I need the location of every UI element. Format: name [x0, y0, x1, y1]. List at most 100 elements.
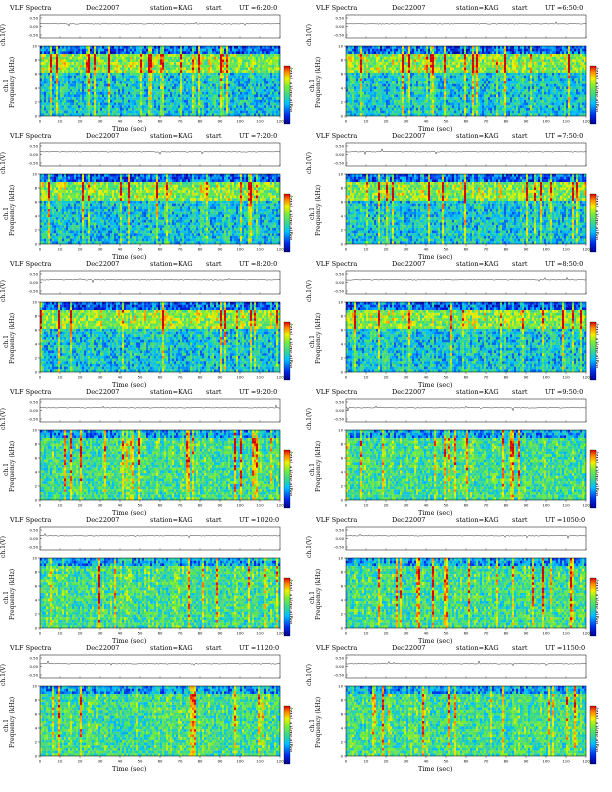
title-part: start	[206, 388, 222, 396]
title-part: UT =1020:0	[239, 516, 279, 524]
time-tick-label: 110	[256, 119, 264, 124]
time-tick-label: 30	[98, 631, 103, 636]
ch1-tick-label: 0.00	[336, 664, 345, 669]
time-tick-label: 10	[58, 375, 63, 380]
time-tick-label: 90	[218, 631, 223, 636]
time-tick-label: 110	[562, 119, 570, 124]
spectrogram-cells	[40, 302, 281, 373]
ch1-tick-label: 0.50	[336, 271, 345, 276]
frequency-tick-label: 6	[35, 583, 38, 588]
frequency-tick-label: 2	[35, 611, 38, 616]
time-tick-label: 0	[345, 759, 348, 764]
time-tick-label: 120	[276, 247, 284, 252]
ch1-tick-label: -0.50	[334, 160, 344, 165]
frequency-tick-label: 10	[32, 171, 37, 176]
frequency-tick-label: 4	[35, 469, 38, 474]
time-tick-label: 90	[218, 503, 223, 508]
panel-title: VLF Spectra Dec22007 station=KAG start UT =8…	[316, 260, 596, 269]
time-tick-label: 80	[504, 759, 509, 764]
frequency-tick-label: 2	[35, 355, 38, 360]
title-part: UT =8:20:0	[239, 260, 277, 268]
time-tick-label: 50	[444, 119, 449, 124]
title-part: VLF Spectra	[10, 644, 51, 652]
ch1-tick-label: 0.00	[336, 408, 345, 413]
frequency-tick-label: 6	[341, 199, 344, 204]
time-tick-label: 50	[138, 503, 143, 508]
frequency-tick-label: 2	[35, 739, 38, 744]
time-tick-label: 0	[39, 119, 42, 124]
time-tick-label: 60	[158, 503, 163, 508]
title-part: station=KAG	[150, 388, 193, 396]
time-tick-label: 60	[464, 759, 469, 764]
spectrogram-cells	[346, 430, 587, 501]
spectrogram-cells	[346, 558, 587, 629]
spectrum-panel: VLF Spectra Dec22007 station=KAG start UT =7…	[0, 132, 300, 263]
waveform-trace	[345, 21, 586, 25]
title-part: UT =1150:0	[545, 644, 585, 652]
time-axis-label: Time (sec)	[112, 253, 146, 261]
ch1-tick-label: 0.00	[30, 152, 39, 157]
panel-title: VLF Spectra Dec22007 station=KAG start UT =1…	[316, 644, 596, 653]
time-tick-label: 60	[464, 503, 469, 508]
panel-title: VLF Spectra Dec22007 station=KAG start UT =6…	[316, 4, 596, 13]
ch1-tick-label: -0.50	[28, 544, 38, 549]
ch1-tick-label: 0.00	[30, 408, 39, 413]
time-tick-label: 70	[178, 119, 183, 124]
time-axis-label: Time (sec)	[418, 253, 452, 261]
time-tick-label: 120	[276, 759, 284, 764]
title-part: start	[512, 516, 528, 524]
time-tick-label: 70	[178, 375, 183, 380]
colorbar	[283, 321, 291, 381]
time-tick-label: 90	[218, 119, 223, 124]
spectrum-panel: VLF Spectra Dec22007 station=KAG start UT =8…	[306, 260, 606, 391]
frequency-tick-label: 2	[35, 483, 38, 488]
time-tick-label: 30	[404, 759, 409, 764]
ch1-tick-label: 0.50	[336, 655, 345, 660]
time-tick-label: 100	[236, 759, 244, 764]
time-tick-label: 60	[464, 247, 469, 252]
title-part: Dec22007	[86, 4, 119, 12]
time-tick-label: 50	[138, 759, 143, 764]
time-tick-label: 20	[384, 119, 389, 124]
frequency-tick-label: 10	[338, 683, 343, 688]
ch1-tick-label: -0.50	[28, 160, 38, 165]
frequency-tick-label: 2	[341, 739, 344, 744]
time-tick-label: 120	[276, 375, 284, 380]
waveform-trace	[39, 660, 281, 666]
time-tick-label: 110	[256, 503, 264, 508]
ch1-tick-label: 0.50	[30, 15, 39, 20]
title-part: start	[206, 516, 222, 524]
frequency-tick-label: 4	[341, 341, 344, 346]
time-tick-label: 0	[345, 631, 348, 636]
time-tick-label: 100	[542, 119, 550, 124]
time-tick-label: 0	[39, 503, 42, 508]
ch1-tick-label: 0.00	[336, 24, 345, 29]
title-part: VLF Spectra	[10, 388, 51, 396]
spectrum-panel: VLF Spectra Dec22007 station=KAG start UT =8…	[0, 260, 300, 391]
time-axis-label: Time (sec)	[418, 125, 452, 133]
time-tick-label: 100	[236, 375, 244, 380]
title-part: station=KAG	[456, 132, 499, 140]
ch1-tick-label: 0.50	[336, 527, 345, 532]
time-tick-label: 70	[484, 375, 489, 380]
waveform-trace	[345, 533, 587, 539]
ch1-tick-label: 0.00	[30, 280, 39, 285]
time-tick-label: 0	[39, 375, 42, 380]
time-tick-label: 120	[582, 631, 590, 636]
time-tick-label: 110	[562, 247, 570, 252]
time-tick-label: 120	[582, 119, 590, 124]
frequency-tick-label: 6	[341, 711, 344, 716]
frequency-tick-label: 10	[32, 427, 37, 432]
time-tick-label: 10	[364, 631, 369, 636]
frequency-tick-label: 4	[35, 85, 38, 90]
ch1-tick-label: 0.00	[30, 24, 39, 29]
colorbar	[283, 577, 291, 637]
waveform-frame	[345, 526, 587, 551]
spectrum-panel: VLF Spectra Dec22007 station=KAG start UT =6…	[306, 4, 606, 135]
time-tick-label: 10	[58, 631, 63, 636]
time-tick-label: 20	[384, 631, 389, 636]
